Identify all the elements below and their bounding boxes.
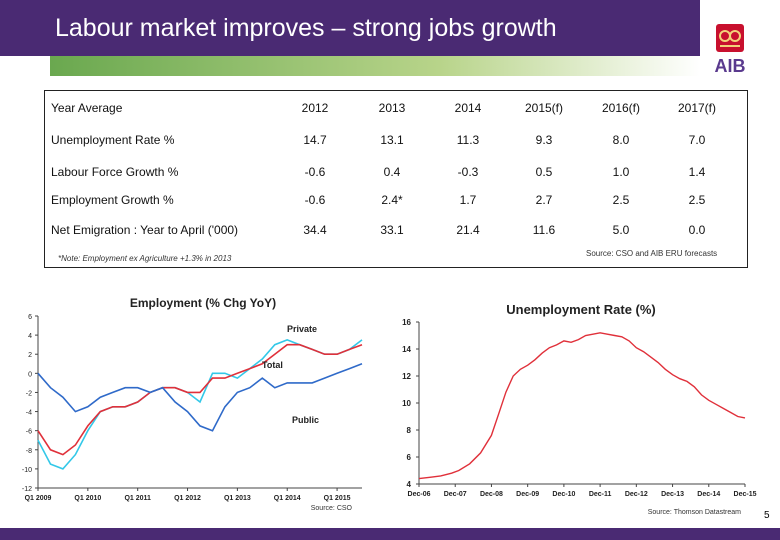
footer-bar xyxy=(0,528,780,540)
forecast-table: Year Average 2012 2013 2014 2015(f) 2016… xyxy=(44,90,748,268)
chart-source: Source: CSO xyxy=(311,505,353,512)
unemployment-series xyxy=(418,332,746,480)
x-tick-label: Dec-09 xyxy=(516,491,539,498)
x-tick-label: Q1 2014 xyxy=(274,495,301,502)
table-cell: 2.4* xyxy=(381,193,403,207)
year-header: 2016(f) xyxy=(601,101,641,115)
x-tick-label: Dec-14 xyxy=(697,491,720,498)
y-tick-label: 16 xyxy=(402,318,411,327)
table-cell: 33.1 xyxy=(380,223,404,237)
table-source: Source: CSO and AIB ERU forecasts xyxy=(586,249,718,258)
y-tick-label: -4 xyxy=(26,410,32,417)
y-tick-label: 12 xyxy=(402,372,411,381)
table-cell: 7.0 xyxy=(688,133,706,147)
series-line-unemployment xyxy=(418,332,746,480)
y-tick-label: -8 xyxy=(26,448,32,455)
table-cell: 2.5 xyxy=(688,193,706,207)
table-cell: 14.7 xyxy=(303,133,327,147)
x-tick-label: Dec-12 xyxy=(625,491,648,498)
table-cell: -0.6 xyxy=(304,165,326,179)
table-cell: 11.3 xyxy=(456,133,480,147)
y-tick-label: 4 xyxy=(407,480,412,489)
aib-logo-text: AIB xyxy=(714,56,746,76)
employment-axes: 6 4 2 0 -2 -4 -6 -8 -10 -12 Q1 2009 Q1 2010 Q1 2011 Q… xyxy=(22,314,362,502)
table-cell: 1.7 xyxy=(459,193,477,207)
y-tick-label: 6 xyxy=(407,453,412,462)
series-line-private xyxy=(37,339,363,470)
table-cell: 21.4 xyxy=(456,223,480,237)
row-label: Unemployment Rate % xyxy=(51,133,175,147)
aib-emblem-icon xyxy=(716,24,744,52)
slide-title: Labour market improves – strong jobs gro… xyxy=(55,14,557,42)
x-tick-label: Q1 2012 xyxy=(174,495,201,502)
x-tick-label: Q1 2009 xyxy=(25,495,52,502)
x-tick-label: Q1 2010 xyxy=(74,495,101,502)
chart-source: Source: Thomson Datastream xyxy=(648,509,741,516)
x-tick-label: Dec-15 xyxy=(734,491,757,498)
table-cell: 13.1 xyxy=(380,133,404,147)
year-header: 2017(f) xyxy=(677,101,717,115)
table-cell: 1.0 xyxy=(612,165,630,179)
unemployment-axes: 16 14 12 10 8 6 4 Dec-06 Dec-07 Dec-08 Dec-09 Dec-1… xyxy=(402,318,756,498)
row-label: Employment Growth % xyxy=(51,193,174,207)
row-label: Labour Force Growth % xyxy=(51,165,179,179)
x-tick-label: Dec-07 xyxy=(444,491,467,498)
year-header: 2013 xyxy=(378,101,406,115)
table-cell: 0.5 xyxy=(535,165,553,179)
table-cell: 8.0 xyxy=(612,133,630,147)
y-tick-label: -2 xyxy=(26,390,32,397)
table-cell: 5.0 xyxy=(612,223,630,237)
table-cell: 0.4 xyxy=(383,165,401,179)
table-cell: 11.6 xyxy=(532,223,556,237)
chart-title: Employment (% Chg YoY) xyxy=(130,296,276,310)
year-header: 2012 xyxy=(301,101,329,115)
y-tick-label: 0 xyxy=(28,371,32,378)
table-cell: 9.3 xyxy=(535,133,553,147)
x-tick-label: Dec-10 xyxy=(552,491,575,498)
y-tick-label: -10 xyxy=(22,467,32,474)
year-header: 2015(f) xyxy=(524,101,564,115)
table-cell: 0.0 xyxy=(688,223,706,237)
row-label: Net Emigration : Year to April ('000) xyxy=(51,223,239,237)
table-header-label: Year Average xyxy=(51,101,123,115)
title-bar: Labour market improves – strong jobs gro… xyxy=(0,0,700,76)
year-header: 2014 xyxy=(454,101,482,115)
series-label-private: Private xyxy=(287,324,317,334)
aib-logo: AIB xyxy=(706,22,754,78)
y-tick-label: 6 xyxy=(28,314,32,321)
table-cell: -0.3 xyxy=(457,165,479,179)
y-tick-label: 14 xyxy=(402,345,411,354)
y-tick-label: 8 xyxy=(407,426,412,435)
x-tick-label: Dec-13 xyxy=(661,491,684,498)
table-cell: 2.5 xyxy=(612,193,630,207)
series-line-total xyxy=(37,343,363,456)
chart-title: Unemployment Rate (%) xyxy=(506,302,656,317)
y-tick-label: -6 xyxy=(26,429,32,436)
x-tick-label: Q1 2011 xyxy=(124,495,151,502)
table-cell: 2.7 xyxy=(535,193,553,207)
x-tick-label: Dec-11 xyxy=(589,491,612,498)
employment-chart: Employment (% Chg YoY) 6 4 2 0 -2 -4 -6 -8 -10 -1… xyxy=(22,296,363,512)
series-label-public: Public xyxy=(292,415,319,425)
x-tick-label: Q1 2013 xyxy=(224,495,251,502)
y-tick-label: 2 xyxy=(28,352,32,359)
x-tick-label: Dec-08 xyxy=(480,491,503,498)
series-line-public xyxy=(37,363,363,432)
employment-series xyxy=(37,339,363,470)
table-footnote: *Note: Employment ex Agriculture +1.3% i… xyxy=(58,254,232,263)
series-label-total: Total xyxy=(262,360,283,370)
table-cell: -0.6 xyxy=(304,193,326,207)
y-tick-label: 4 xyxy=(28,333,32,340)
y-tick-label: -12 xyxy=(22,486,32,493)
table-cell: 34.4 xyxy=(303,223,327,237)
y-tick-label: 10 xyxy=(402,399,411,408)
x-tick-label: Q1 2015 xyxy=(324,495,351,502)
x-tick-label: Dec-06 xyxy=(408,491,431,498)
page-number: 5 xyxy=(764,510,770,521)
title-accent-stripe xyxy=(50,56,700,76)
unemployment-chart: Unemployment Rate (%) 16 14 12 10 8 6 4 Dec-06 D… xyxy=(402,302,756,516)
table-cell: 1.4 xyxy=(688,165,706,179)
